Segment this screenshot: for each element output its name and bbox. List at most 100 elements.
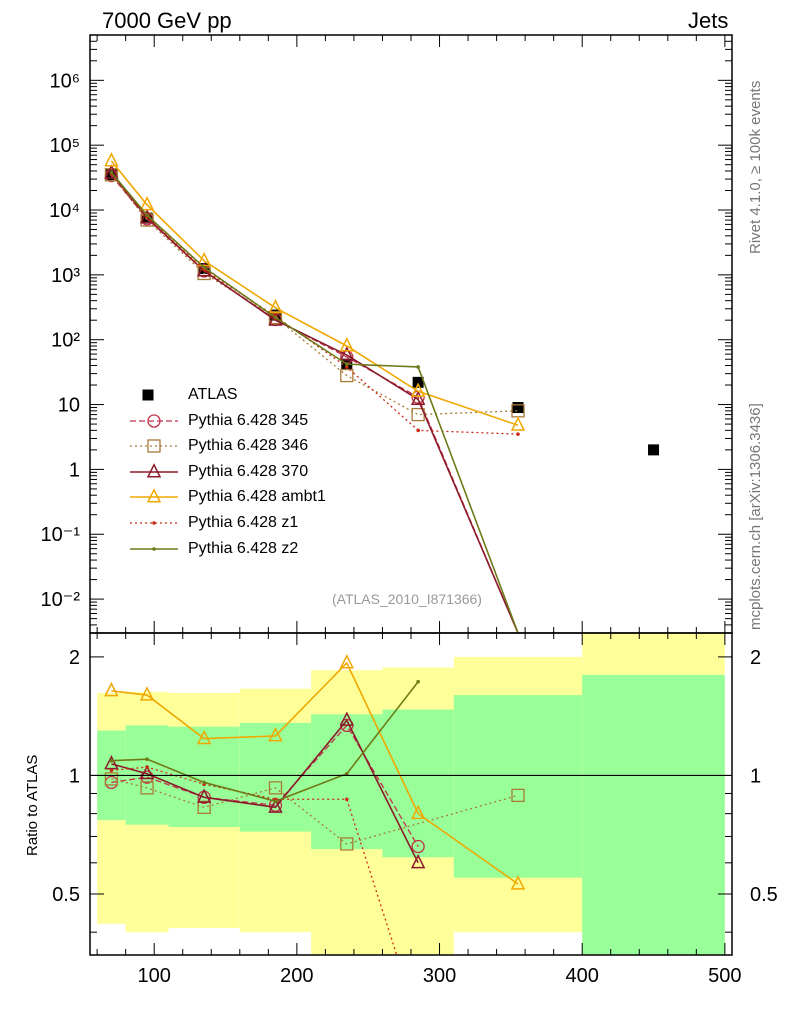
legend-item-atlas: ATLAS — [126, 382, 376, 408]
y-tick-label: 10 — [58, 395, 80, 417]
rivet-label: Rivet 4.1.0, ≥ 100k events — [747, 80, 764, 254]
legend-label-atlas: ATLAS — [188, 386, 238, 403]
ratio-line-z2 — [111, 681, 419, 803]
legend-item-p370: Pythia 6.428 370 — [126, 459, 376, 485]
ratio-marker-ambt1 — [510, 875, 526, 890]
y-tick-label: 1 — [69, 459, 80, 481]
legend-marker — [147, 413, 161, 428]
process-label: Jets — [688, 8, 729, 33]
y-tick-label: 10⁴ — [49, 200, 80, 222]
ratio-y-tick-label: 2 — [69, 647, 80, 669]
ratio-marker-z2 — [109, 758, 114, 763]
ratio-y-tick-label-right: 1 — [750, 765, 761, 787]
main-marker-p370 — [339, 346, 355, 361]
ratio-marker-p370 — [139, 764, 155, 780]
main-marker-z2 — [345, 362, 349, 366]
legend-item-z2: Pythia 6.428 z2 — [126, 536, 376, 562]
ratio-y-tick-label-right: 0.5 — [750, 884, 778, 906]
ratio-y-tick-label: 0.5 — [52, 884, 80, 906]
ratio-marker-p346 — [340, 837, 354, 851]
ratio-marker-ambt1 — [104, 681, 119, 697]
legend-key-p346 — [130, 439, 178, 453]
main-marker-z2 — [202, 265, 206, 270]
source-label: mcplots.cern.ch [arXiv:1306.3436] — [747, 403, 764, 630]
main-marker-p370 — [410, 390, 426, 405]
legend-marker — [147, 439, 161, 453]
main-marker-ambt1 — [510, 416, 526, 431]
legend-label-z1: Pythia 6.428 z1 — [188, 513, 299, 531]
analysis-label: (ATLAS_2010_I871366) — [332, 591, 482, 607]
ratio-line-ambt1 — [111, 661, 519, 885]
ratio-marker-ambt1 — [410, 804, 426, 820]
legend-marker — [152, 521, 156, 525]
ratio-marker-ambt1 — [196, 729, 212, 745]
x-tick-label: 200 — [280, 965, 313, 987]
legend-label-p345: Pythia 6.428 345 — [188, 411, 309, 429]
x-tick-label: 100 — [138, 965, 171, 987]
main-marker-p370 — [139, 208, 155, 224]
y-tick-label: 10⁵ — [49, 135, 80, 157]
legend-key-p370 — [130, 462, 178, 478]
ratio-marker-ambt1 — [339, 654, 355, 669]
legend-key-ambt1 — [130, 488, 178, 503]
ratio-marker-p346 — [511, 788, 525, 803]
ratio-marker-p346 — [140, 781, 154, 795]
main-marker-z2 — [273, 315, 278, 320]
band-inner-6 — [453, 695, 583, 878]
legend-item-p346: Pythia 6.428 346 — [126, 433, 376, 459]
main-series-ambt1 — [104, 152, 526, 431]
legend-item-ambt1: Pythia 6.428 ambt1 — [126, 484, 376, 510]
ratio-marker-p345 — [411, 839, 425, 854]
main-marker-p370 — [104, 164, 119, 179]
band-inner-5 — [382, 709, 454, 858]
x-tick-label: 500 — [708, 965, 741, 987]
y-tick-label: 10⁻¹ — [41, 524, 81, 546]
legend-marker — [146, 488, 162, 503]
legend-label-p370: Pythia 6.428 370 — [188, 462, 309, 480]
ratio-bands — [97, 633, 725, 955]
ratio-series-z2 — [109, 679, 420, 804]
legend-marker — [152, 546, 156, 551]
ratio-marker-ambt1 — [268, 727, 283, 742]
atlas-point — [412, 376, 424, 388]
legend-key-p345 — [130, 413, 178, 428]
main-marker-p346 — [340, 368, 354, 383]
atlas-point — [648, 444, 660, 456]
y-tick-label: 10⁻² — [41, 589, 81, 611]
legend-marker — [146, 462, 162, 478]
x-tick-label: 400 — [566, 965, 599, 987]
ratio-marker-z2 — [416, 679, 420, 684]
main-marker-z1 — [416, 428, 420, 433]
ratio-marker-p346 — [197, 800, 211, 814]
legend-label-z2: Pythia 6.428 z2 — [188, 539, 299, 557]
legend-item-p345: Pythia 6.428 345 — [126, 408, 376, 434]
ratio-marker-p370 — [196, 788, 212, 803]
ratio-series-p370 — [104, 711, 426, 869]
ratio-marker-z2 — [273, 799, 278, 804]
ratio-marker-p370 — [268, 798, 283, 813]
main-marker-ambt1 — [410, 382, 426, 397]
ratio-marker-z1 — [145, 765, 149, 769]
main-marker-z2 — [145, 213, 149, 218]
legend-key-z2 — [130, 546, 178, 551]
band-inner-4 — [311, 714, 383, 850]
ratio-marker-z2 — [345, 771, 349, 776]
atlas-point — [512, 402, 524, 414]
ratio-y-tick-label-right: 2 — [750, 647, 761, 669]
energy-label: 7000 GeV pp — [102, 8, 232, 33]
ratio-marker-z1 — [109, 768, 114, 773]
ratio-marker-z1 — [345, 797, 349, 802]
main-line-ambt1 — [110, 160, 519, 426]
main-marker-p346 — [104, 168, 119, 182]
ratio-marker-p346 — [104, 772, 119, 786]
main-marker-z1 — [516, 432, 520, 436]
legend-marker — [142, 389, 154, 401]
legend-key-z1 — [130, 521, 178, 525]
ratio-marker-ambt1 — [139, 686, 155, 701]
legend-key-atlas — [142, 389, 154, 401]
ratio-series-p346 — [104, 772, 525, 851]
main-marker-ambt1 — [139, 196, 155, 211]
main-marker-ambt1 — [268, 298, 283, 314]
band-inner-7 — [582, 674, 725, 955]
